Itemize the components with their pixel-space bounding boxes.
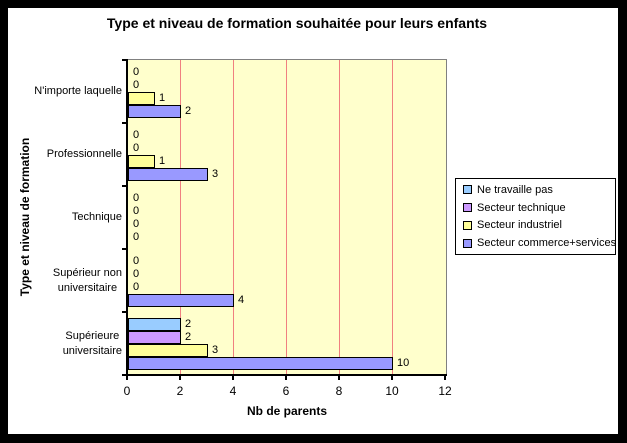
data-label: 0	[133, 129, 140, 141]
y-axis-tick	[122, 311, 127, 313]
y-axis-line	[126, 59, 128, 376]
category-label: Technique	[71, 211, 122, 223]
data-label: 3	[212, 168, 219, 180]
x-axis-tick	[444, 376, 446, 380]
legend-item: Ne travaille pas	[463, 183, 615, 197]
x-tick-label: 8	[335, 384, 343, 398]
gridline	[339, 60, 340, 374]
bar-ne-travaille-pas	[128, 318, 181, 331]
legend-label: Ne travaille pas	[477, 183, 553, 196]
gridline	[286, 60, 287, 374]
bar-secteur-technique	[128, 331, 181, 344]
bar-secteur-commerce-services	[128, 357, 393, 370]
data-label: 0	[133, 66, 140, 78]
category-label: N'importe laquelle	[34, 85, 122, 97]
x-tick-label: 4	[229, 384, 237, 398]
legend-item: Secteur industriel	[463, 218, 615, 232]
legend-item: Secteur commerce+services	[463, 236, 617, 250]
x-tick-label: 10	[385, 384, 399, 398]
x-tick-label: 12	[438, 384, 452, 398]
data-label: 1	[159, 92, 166, 104]
legend-item: Secteur technique	[463, 201, 615, 215]
x-axis-line	[126, 374, 447, 376]
legend-swatch-icon	[463, 185, 472, 195]
data-label: 0	[133, 281, 140, 293]
data-label: 3	[212, 344, 219, 356]
gridline	[392, 60, 393, 374]
data-label: 10	[397, 357, 410, 369]
y-axis-title: Type et niveau de formation	[18, 137, 32, 297]
x-axis-tick	[179, 376, 181, 380]
data-label: 0	[133, 79, 140, 91]
data-label: 0	[133, 231, 140, 243]
data-label: 2	[185, 331, 192, 343]
data-label: 0	[133, 268, 140, 280]
data-label: 0	[133, 255, 140, 267]
legend-swatch-icon	[463, 220, 472, 230]
bar-secteur-commerce-services	[128, 294, 234, 307]
x-axis-title: Nb de parents	[246, 404, 327, 418]
bar-secteur-industriel	[128, 344, 208, 357]
data-label: 2	[185, 318, 192, 330]
gridline	[180, 60, 181, 374]
legend-label: Secteur technique	[477, 201, 566, 214]
y-axis-tick	[122, 59, 127, 61]
legend: Ne travaille pas Secteur technique Secteur…	[455, 178, 616, 255]
data-label: 1	[159, 155, 166, 167]
legend-label: Secteur commerce+services	[477, 237, 617, 250]
data-label: 4	[238, 294, 245, 306]
category-label: Supérieur non universitaire	[52, 266, 122, 294]
data-label: 0	[133, 218, 140, 230]
x-axis-tick	[391, 376, 393, 380]
category-label: Supérieure universitaire	[62, 329, 122, 357]
legend-label: Secteur industriel	[477, 219, 562, 232]
bar-secteur-industriel	[128, 155, 155, 168]
x-axis-tick	[232, 376, 234, 380]
bar-secteur-commerce-services	[128, 168, 208, 181]
x-axis-tick	[285, 376, 287, 380]
y-axis-tick	[122, 122, 127, 124]
x-axis-tick	[126, 376, 128, 380]
legend-swatch-icon	[463, 203, 472, 213]
data-label: 0	[133, 205, 140, 217]
x-tick-label: 0	[123, 384, 131, 398]
data-label: 0	[133, 142, 140, 154]
chart-title: Type et niveau de formation souhaitée po…	[106, 15, 488, 31]
bar-secteur-commerce-services	[128, 105, 181, 118]
category-label: Professionnelle	[46, 148, 122, 160]
legend-swatch-icon	[463, 238, 472, 248]
bar-secteur-industriel	[128, 92, 155, 105]
gridline	[233, 60, 234, 374]
y-axis-tick	[122, 185, 127, 187]
data-label: 0	[133, 192, 140, 204]
x-tick-label: 2	[176, 384, 184, 398]
x-tick-label: 6	[282, 384, 290, 398]
x-axis-tick	[338, 376, 340, 380]
y-axis-tick	[122, 248, 127, 250]
y-axis-tick	[122, 374, 127, 376]
data-label: 2	[185, 105, 192, 117]
